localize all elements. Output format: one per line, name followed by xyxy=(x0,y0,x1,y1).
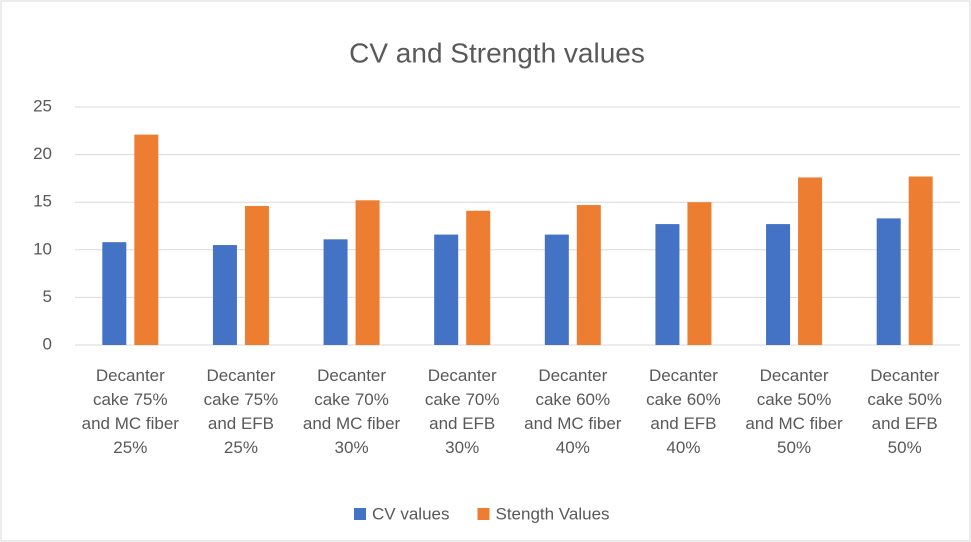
bar xyxy=(323,239,348,345)
x-tick-label: Decanter cake 70% and EFB 30% xyxy=(424,366,500,457)
y-tick-label: 25 xyxy=(33,96,52,115)
x-tick-label: Decanter cake 75% and EFB 25% xyxy=(203,366,279,457)
y-tick-label: 0 xyxy=(43,334,52,353)
legend-label: CV values xyxy=(372,504,449,523)
x-tick-label: Decanter cake 50% and MC fiber 50% xyxy=(745,366,843,457)
y-tick-label: 10 xyxy=(33,239,52,258)
y-tick-label: 15 xyxy=(33,192,52,211)
bar xyxy=(466,210,491,345)
bar xyxy=(434,234,459,345)
x-tick-label: Decanter cake 60% and EFB 40% xyxy=(646,366,721,457)
bar xyxy=(876,218,901,345)
bar xyxy=(212,245,237,345)
bar xyxy=(908,176,933,345)
x-tick-label: Decanter cake 50% and EFB 50% xyxy=(867,366,943,457)
bar xyxy=(798,177,823,345)
bar xyxy=(355,200,380,345)
bar xyxy=(244,206,269,345)
bar xyxy=(576,205,601,345)
bar xyxy=(687,202,712,345)
bar xyxy=(544,234,569,345)
legend-swatch xyxy=(477,508,490,520)
x-tick-label: Decanter cake 60% and MC fiber 40% xyxy=(524,366,622,457)
y-tick-label: 20 xyxy=(33,144,52,163)
legend-label: Stength Values xyxy=(495,504,609,523)
x-tick-label: Decanter cake 75% and MC fiber 25% xyxy=(81,366,179,457)
bar xyxy=(655,224,680,345)
x-tick-label: Decanter cake 70% and MC fiber 30% xyxy=(302,366,401,457)
y-tick-label: 5 xyxy=(43,287,52,306)
chart-title: CV and Strength values xyxy=(349,37,645,68)
bar xyxy=(134,134,159,345)
legend-swatch xyxy=(354,508,366,520)
bar xyxy=(102,242,127,345)
bar xyxy=(766,224,791,345)
